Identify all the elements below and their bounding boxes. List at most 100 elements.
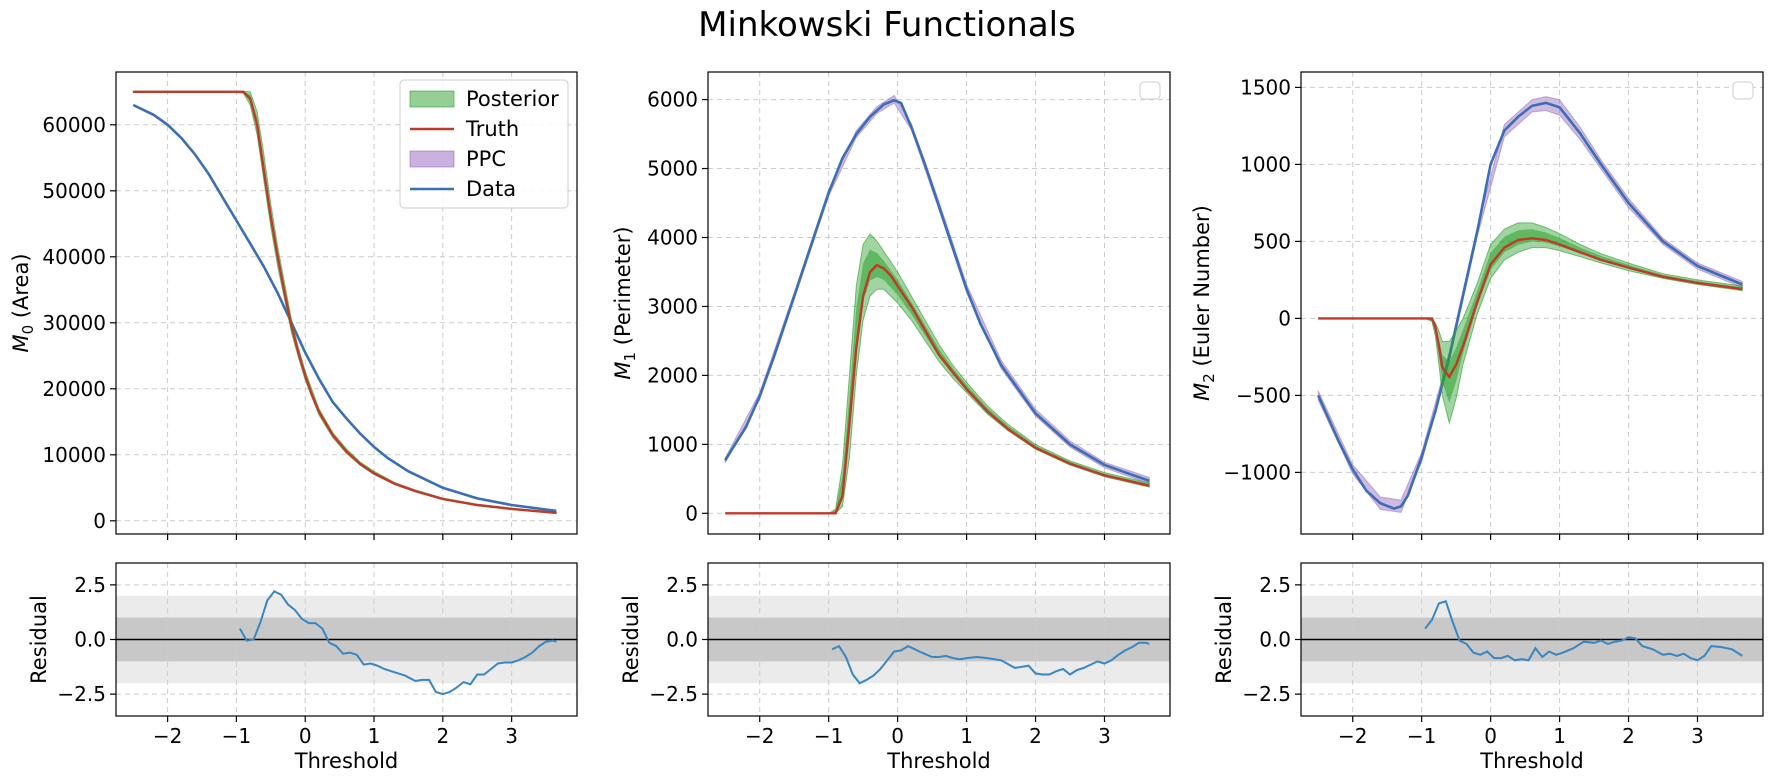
legend-box [399,79,569,209]
y-axis-label: M2 (Euler Number) [1190,205,1218,401]
y-tick-label: 5000 [647,157,698,181]
x-tick-label: 3 [1098,724,1111,748]
x-tick-label: 1 [960,724,973,748]
residual-y-tick-label: 0.0 [666,628,698,652]
residual-y-axis-label: Residual [619,595,643,684]
x-tick-label: 0 [1484,724,1497,748]
truth-line [133,90,557,515]
residual-line [831,641,1150,685]
x-axis-label: Threshold [886,749,991,773]
posterior-band-inner [725,249,1150,514]
y-tick-label: 3000 [647,294,698,318]
x-tick-label: 0 [299,724,312,748]
x-tick-label: −2 [745,724,774,748]
y-axis-label: M1 (Perimeter) [611,226,639,379]
y-tick-label: 20000 [42,377,106,401]
residual-y-tick-label: 0.0 [74,628,106,652]
y-tick-label: 0 [1278,306,1291,330]
residual-line [239,590,557,696]
residual-y-axis-label: Residual [27,595,51,684]
residual-axes: −2.5 0.0 2.5 −2 −1 0 1 2 3 Residual Threshold [27,562,578,773]
residual-y-tick-label: −2.5 [1242,682,1291,706]
main-axes-frame [707,71,1171,535]
legend-swatch-ppc [409,150,455,168]
x-tick-label: −2 [153,724,182,748]
x-tick-label: 2 [1622,724,1635,748]
x-tick-label: 2 [1029,724,1042,748]
legend-empty-box [1732,81,1754,100]
y-tick-label: 1000 [1240,152,1291,176]
ppc-band [724,94,1150,485]
x-tick-label: 3 [1691,724,1704,748]
y-tick-label: 60000 [42,113,106,137]
y-label-text: (Euler Number) [1190,205,1214,373]
residual-plot-area [239,590,557,696]
x-axis-label: Threshold [294,749,399,773]
y-tick-label: 0 [685,501,698,525]
x-tick-label: 2 [436,724,449,748]
data-line [132,103,557,513]
y-label-symbol: M [1190,383,1214,401]
main-axes-frame [1300,71,1764,535]
y-tick-label: 2000 [647,363,698,387]
residual-plot-area [1424,600,1743,662]
residual-y-tick-label: 2.5 [666,573,698,597]
panel-m0: 0 10000 20000 30000 40000 50000 60000 M0 (Area)… [9,71,578,773]
residual-y-tick-label: −2.5 [649,682,698,706]
posterior-band [725,233,1150,514]
y-label-symbol: M [611,361,635,379]
residual-plot-area [831,641,1150,685]
main-plot-area [724,94,1150,515]
x-tick-label: 1 [1553,724,1566,748]
y-tick-label: 30000 [42,311,106,335]
legend-label-ppc: PPC [466,147,506,171]
x-tick-label: 3 [505,724,518,748]
y-label-subscript: 0 [19,325,37,335]
main-axes-frame [115,71,578,535]
y-label-text: (Perimeter) [611,226,635,352]
y-tick-label: 1500 [1240,75,1291,99]
y-axis-label: M0 (Area) [9,253,37,352]
residual-line [1424,600,1743,662]
figure-title: Minkowski Functionals [698,5,1076,45]
y-label-subscript: 2 [1200,373,1218,383]
main-plot-area [132,90,557,515]
y-tick-label: 4000 [647,225,698,249]
x-tick-label: −1 [814,724,843,748]
y-label-subscript: 1 [621,352,639,362]
residual-axes: −2.5 0.0 2.5 −2 −1 0 1 2 3 Residual Threshold [1212,562,1764,773]
x-tick-label: −1 [1407,724,1436,748]
truth-line [1318,237,1743,380]
y-tick-label: 40000 [42,245,106,269]
residual-y-tick-label: 2.5 [74,573,106,597]
legend-label-truth: Truth [465,117,519,141]
residual-y-tick-label: 2.5 [1259,573,1291,597]
legend-swatch-posterior [409,90,455,108]
x-tick-label: −2 [1338,724,1367,748]
legend-empty-box [1139,81,1161,100]
x-tick-label: 1 [368,724,381,748]
y-tick-label: 0 [93,509,106,533]
residual-y-tick-label: 0.0 [1259,628,1291,652]
main-grid [1301,72,1763,534]
y-tick-label: −500 [1236,383,1291,407]
residual-y-axis-label: Residual [1212,595,1236,684]
residual-axes: −2.5 0.0 2.5 −2 −1 0 1 2 3 Residual Threshold [619,562,1171,773]
y-tick-label: −1000 [1223,460,1291,484]
data-line [1317,101,1743,510]
truth-line [725,263,1150,515]
y-tick-label: 1000 [647,432,698,456]
legend: Posterior Truth PPC Data [399,79,569,209]
y-tick-label: 6000 [647,88,698,112]
y-tick-label: 500 [1253,229,1291,253]
x-tick-label: 0 [891,724,904,748]
x-axis-label: Threshold [1479,749,1584,773]
y-label-text: (Area) [9,253,33,324]
legend-label-posterior: Posterior [466,87,559,111]
data-line [724,98,1150,483]
y-tick-label: 50000 [42,179,106,203]
residual-y-tick-label: −2.5 [57,682,106,706]
y-tick-label: 10000 [42,443,106,467]
